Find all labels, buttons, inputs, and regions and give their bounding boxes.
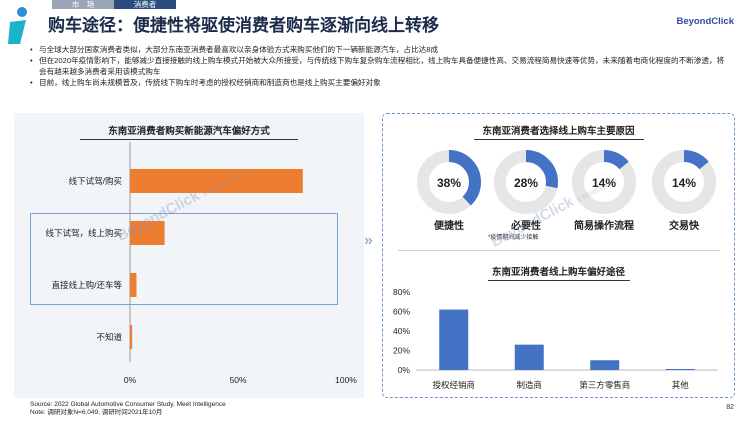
tab-market[interactable]: 市 场 xyxy=(52,0,114,9)
panel-divider xyxy=(398,250,720,251)
section-tabs: 市 场 消费者 xyxy=(52,0,176,9)
bullet-item: 但在2020年疫情影响下，能够减少直接接触的线上购车模式开始被大众所接受，与传统… xyxy=(30,55,730,77)
page-title: 购车途径：便捷性将驱使消费者购车逐渐向线上转移 xyxy=(48,16,439,35)
note-text: Note: 调研对象N=6,049, 调研时间2021年10月 xyxy=(30,409,163,416)
channel-bar xyxy=(590,360,620,370)
x-tick-label: 0% xyxy=(124,375,137,385)
donut-segment xyxy=(572,150,636,214)
channel-bar xyxy=(665,369,695,371)
left-chart-title: 东南亚消费者购买新能源汽车偏好方式 xyxy=(108,126,270,137)
summary-bullets: 与全球大部分国家消费者类似，大部分东南亚消费者最喜欢以亲身体验方式来购买他们的下… xyxy=(30,44,730,88)
category-label: 制造商 xyxy=(516,380,542,390)
category-label: 直接线上购/还车等 xyxy=(52,280,123,290)
reasons-footnote: *疫情期间减少接触 xyxy=(488,235,539,241)
preference-bar xyxy=(130,169,303,193)
y-tick-label: 0% xyxy=(398,365,411,375)
category-label: 不知道 xyxy=(96,332,122,342)
page-number: 82 xyxy=(726,404,734,411)
donut-value-label: 14% xyxy=(672,176,696,190)
donut-value-label: 38% xyxy=(437,176,461,190)
preference-bar xyxy=(130,221,165,245)
x-tick-label: 100% xyxy=(335,375,357,385)
bullet-item: 目前，线上购车尚未规模普及，传统线下购车时考虑的授权经销商和制造商也是线上购买主… xyxy=(30,77,730,88)
brand-logo-icon xyxy=(8,7,27,44)
channel-bar xyxy=(439,309,469,370)
category-label: 授权经销商 xyxy=(432,380,475,390)
source-text: Source: 2022 Global Automotive Consumer … xyxy=(30,401,226,408)
category-label: 第三方零售商 xyxy=(579,380,630,390)
channel-bar xyxy=(514,344,544,370)
donut-value-label: 28% xyxy=(514,176,538,190)
donut-category-label: 简易操作流程 xyxy=(574,219,634,232)
channel-bar-chart: 0% 20% 40% 60% 80% 授权经销商 制造商 第三方零售商 其他 xyxy=(393,287,718,390)
preference-bar xyxy=(130,325,133,349)
reasons-chart-title: 东南亚消费者选择线上购车主要原因 xyxy=(482,126,635,137)
category-label: 线下试驾，线上购买 xyxy=(45,228,122,238)
brand-name: BeyondClick xyxy=(676,16,734,27)
left-chart-panel xyxy=(14,113,364,398)
bullet-item: 与全球大部分国家消费者类似，大部分东南亚消费者最喜欢以亲身体验方式来购买他们的下… xyxy=(30,44,730,55)
double-chevron-icon: » xyxy=(364,232,373,249)
reasons-title-underline xyxy=(474,139,644,140)
donut-category-label: 必要性 xyxy=(510,219,541,232)
category-label: 线下试驾/购买 xyxy=(69,176,122,186)
donut-segment xyxy=(417,150,481,214)
tab-consumer[interactable]: 消费者 xyxy=(114,0,176,9)
donut-category-label: 便捷性 xyxy=(434,219,464,232)
y-tick-label: 20% xyxy=(393,346,410,356)
left-title-underline xyxy=(80,139,298,140)
y-tick-label: 80% xyxy=(393,287,410,297)
reasons-donut-charts: 38% 便捷性 28% 必要性 14% 简易操作流程 14% 交易快 xyxy=(417,150,716,232)
x-tick-label: 50% xyxy=(229,375,246,385)
donut-value-label: 14% xyxy=(592,176,616,190)
source-note: Source: 2022 Global Automotive Consumer … xyxy=(30,401,226,417)
category-label: 其他 xyxy=(672,380,690,390)
donut-segment xyxy=(652,150,716,214)
preference-bar xyxy=(130,273,137,297)
online-highlight-box xyxy=(30,213,338,305)
channel-chart-title: 东南亚消费者线上购车偏好途径 xyxy=(491,267,625,278)
y-tick-label: 60% xyxy=(393,307,410,317)
channel-title-underline xyxy=(488,280,630,281)
y-tick-label: 40% xyxy=(393,326,410,336)
donut-category-label: 交易快 xyxy=(669,219,700,232)
donut-segment xyxy=(494,150,558,214)
